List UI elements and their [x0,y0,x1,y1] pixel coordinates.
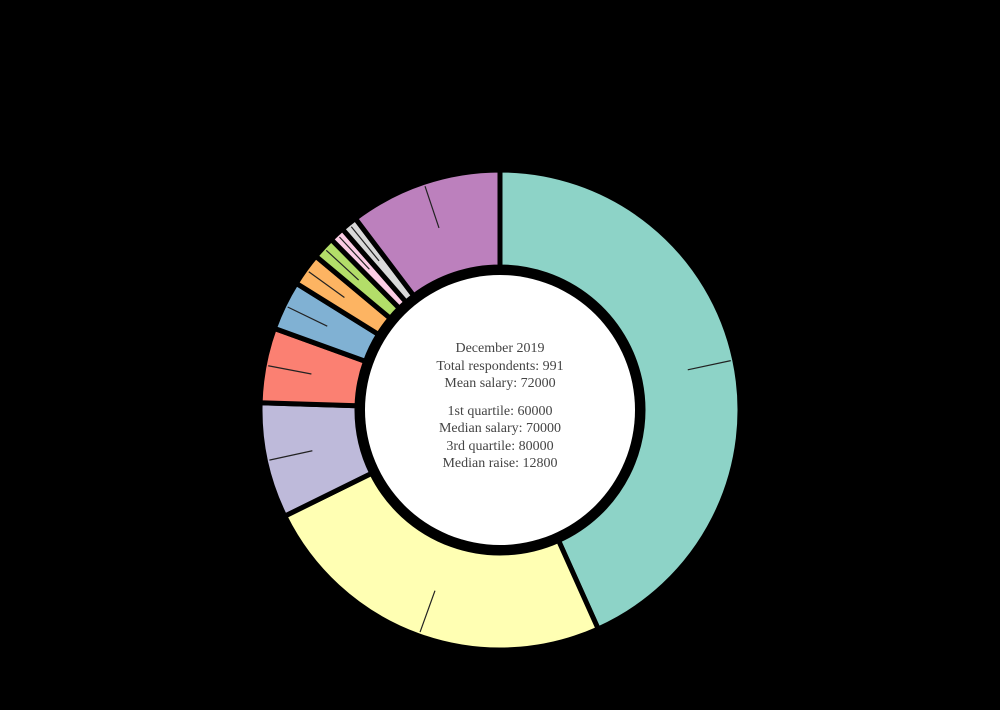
leader-line [287,306,328,327]
third-quartile-label: 3rd quartile: 80000 [446,438,554,454]
median-salary-label: Median salary: 70000 [438,421,562,436]
leader-line [325,249,360,281]
period-label: December 2019 [455,341,545,356]
first-quartile-label: 1st quartile: 60000 [447,403,553,419]
donut-slice-10[interactable] [352,167,503,299]
total-respondents-label: Total respondents: 991 [436,358,564,374]
mean-salary-label: Mean salary: 72000 [444,376,556,391]
donut-slice-2[interactable] [282,470,601,653]
leader-line [268,365,312,375]
leader-line [308,271,345,298]
median-raise-label: Median raise: 12800 [442,456,558,471]
leader-line [687,360,731,371]
leader-line [350,226,380,262]
leader-line [339,236,370,270]
leader-line [419,590,436,633]
leader-line [269,450,313,461]
donut-slice-1[interactable] [497,167,743,632]
leader-lines [268,186,731,633]
leader-line [424,186,440,229]
donut-hole [365,275,635,545]
spacer [365,393,635,403]
donut-slices [257,167,743,653]
center-summary: December 2019 Total respondents: 991 Mea… [365,340,635,473]
